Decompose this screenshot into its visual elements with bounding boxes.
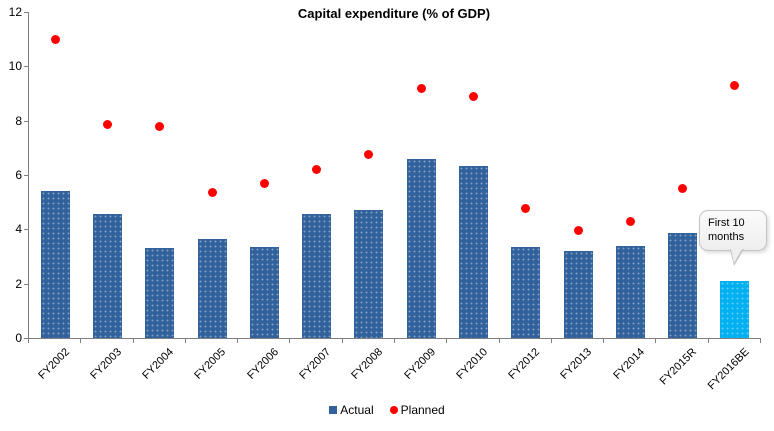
legend-item-planned: Planned <box>389 403 445 417</box>
dot-planned-FY2004 <box>155 121 165 131</box>
y-tick-label-2: 2 <box>15 276 22 291</box>
chart-title: Capital expenditure (% of GDP) <box>297 6 491 21</box>
x-tick <box>655 339 657 343</box>
x-tick <box>394 339 395 343</box>
x-tick-label-FY2013: FY2013 <box>558 346 595 382</box>
x-tick <box>498 339 500 343</box>
dot-planned-FY2010 <box>468 91 478 101</box>
x-tick <box>28 339 29 343</box>
dot-planned-FY2002 <box>50 34 60 44</box>
x-tick-label-FY2004: FY2004 <box>140 346 177 382</box>
bar-actual-FY2004 <box>145 248 175 338</box>
plot-area <box>28 12 761 339</box>
dot-planned-FY2012 <box>521 204 531 214</box>
y-tick <box>24 338 28 339</box>
x-tick-label-FY2014: FY2014 <box>611 346 647 382</box>
x-tick <box>707 339 709 343</box>
x-tick <box>341 339 343 343</box>
bar-actual-FY2008 <box>354 210 384 338</box>
x-tick-label-FY2006: FY2006 <box>245 346 281 382</box>
x-tick <box>760 339 761 343</box>
bar-actual-FY2013 <box>563 251 593 338</box>
x-tick <box>603 339 605 343</box>
x-tick-label-FY2003: FY2003 <box>88 346 124 382</box>
legend-label-actual: Actual <box>340 403 374 417</box>
x-tick <box>446 339 448 343</box>
y-tick <box>24 283 28 285</box>
x-tick-label-FY2015R: FY2015R <box>657 346 700 388</box>
y-tick <box>24 12 28 13</box>
dot-planned-FY2016BE <box>730 80 740 90</box>
y-tick-label-6: 6 <box>15 168 22 182</box>
bar-actual-FY2012 <box>511 247 541 338</box>
dot-planned-FY2015R <box>678 184 688 194</box>
x-tick <box>132 339 134 343</box>
bar-actual-FY2016BE <box>720 280 750 338</box>
x-tick-label-FY2002: FY2002 <box>35 346 72 382</box>
legend: Actual Planned <box>0 403 774 417</box>
y-tick-label-0: 0 <box>15 331 22 345</box>
dot-planned-FY2014 <box>625 216 635 226</box>
x-tick-label-FY2016BE: FY2016BE <box>705 346 752 393</box>
dot-planned-FY2005 <box>207 188 217 198</box>
x-tick <box>550 339 552 343</box>
y-tick <box>24 229 28 231</box>
legend-label-planned: Planned <box>400 403 445 417</box>
bar-actual-FY2014 <box>615 245 645 338</box>
bar-actual-FY2009 <box>406 158 436 338</box>
x-tick-label-FY2008: FY2008 <box>349 346 386 382</box>
y-tick <box>24 120 28 122</box>
bar-actual-FY2003 <box>92 214 122 338</box>
x-tick <box>80 339 82 343</box>
legend-item-actual: Actual <box>329 403 374 417</box>
bar-actual-FY2006 <box>249 247 279 338</box>
bar-actual-FY2010 <box>458 165 488 338</box>
dot-planned-FY2013 <box>573 226 583 236</box>
x-tick <box>289 339 291 343</box>
x-tick-label-FY2009: FY2009 <box>401 346 438 382</box>
x-tick-label-FY2007: FY2007 <box>297 346 334 382</box>
y-tick <box>24 66 28 68</box>
dot-planned-FY2003 <box>102 120 112 130</box>
dot-planned-FY2007 <box>312 165 322 175</box>
bar-actual-FY2015R <box>668 233 698 338</box>
x-tick <box>237 339 239 343</box>
first-10-months-callout: First 10 months <box>699 210 767 266</box>
bar-actual-FY2002 <box>40 191 70 338</box>
dot-planned-FY2006 <box>259 178 269 188</box>
x-tick-label-FY2005: FY2005 <box>192 346 229 382</box>
dot-planned-FY2008 <box>364 150 374 160</box>
y-tick-label-4: 4 <box>15 222 22 237</box>
planned-dot-swatch-icon <box>389 406 398 414</box>
y-tick-label-10: 10 <box>8 59 22 74</box>
bar-actual-FY2007 <box>302 214 332 338</box>
bar-actual-FY2005 <box>197 238 227 338</box>
callout-text: First 10 months <box>708 217 745 244</box>
dot-planned-FY2009 <box>416 83 426 93</box>
y-tick-label-12: 12 <box>8 5 22 19</box>
x-tick <box>184 339 186 343</box>
x-tick-label-FY2012: FY2012 <box>506 346 543 382</box>
y-tick <box>24 175 28 176</box>
actual-bar-swatch-icon <box>329 406 338 414</box>
x-tick-label-FY2010: FY2010 <box>454 346 490 382</box>
y-tick-label-8: 8 <box>15 113 22 128</box>
